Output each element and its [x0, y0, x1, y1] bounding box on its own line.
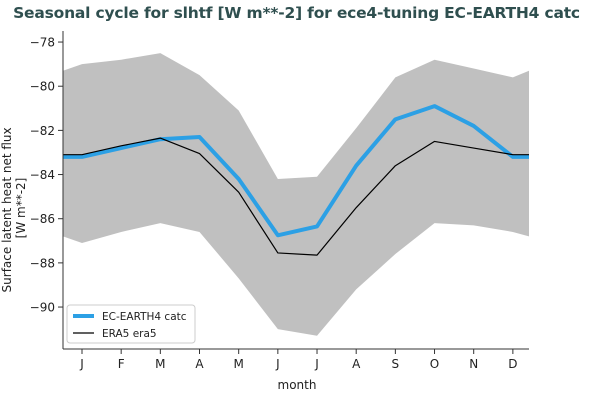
x-tick-label: J [79, 357, 84, 371]
spread-band [63, 53, 529, 336]
x-tick-label: F [118, 357, 125, 371]
x-tick-label: A [195, 357, 204, 371]
x-tick-label: M [234, 357, 244, 371]
x-axis-label: month [278, 378, 317, 392]
spread-band-layer [63, 53, 529, 336]
x-tick-label: S [392, 357, 400, 371]
x-tick-label: D [508, 357, 517, 371]
legend: EC-EARTH4 catc ERA5 era5 [66, 304, 196, 344]
y-tick-label: −80 [30, 80, 55, 94]
x-tick-label: J [314, 357, 319, 371]
chart-title: Seasonal cycle for slhtf [W m**-2] for e… [13, 4, 580, 22]
y-tick-label: −78 [30, 36, 55, 50]
x-tick-label: N [469, 357, 478, 371]
series-line-1 [63, 104, 529, 238]
legend-box [66, 304, 196, 344]
x-tick-label: M [155, 357, 165, 371]
y-axis-label-line-2: [W m**-2] [14, 178, 28, 239]
x-tick-label: O [430, 357, 439, 371]
y-axis-label: Surface latent heat net flux [W m**-2] [0, 124, 28, 293]
y-tick-label: −88 [30, 256, 55, 270]
legend-label: ERA5 era5 [102, 328, 157, 340]
y-tick-label: −82 [30, 124, 55, 138]
series-layer [63, 104, 529, 256]
series-line-2 [63, 137, 529, 256]
x-tick-label: A [352, 357, 361, 371]
x-tick-label: J [275, 357, 280, 371]
axes-layer: −78 −80 −82 −84 −86 −88 −90 J F M A M J J A S O N D [30, 31, 529, 371]
legend-label: EC-EARTH4 catc [102, 311, 187, 323]
y-tick-label: −84 [30, 168, 55, 182]
y-tick-label: −90 [30, 301, 55, 315]
y-axis-label-line-1: Surface latent heat net flux [0, 127, 14, 292]
y-tick-label: −86 [30, 212, 55, 226]
